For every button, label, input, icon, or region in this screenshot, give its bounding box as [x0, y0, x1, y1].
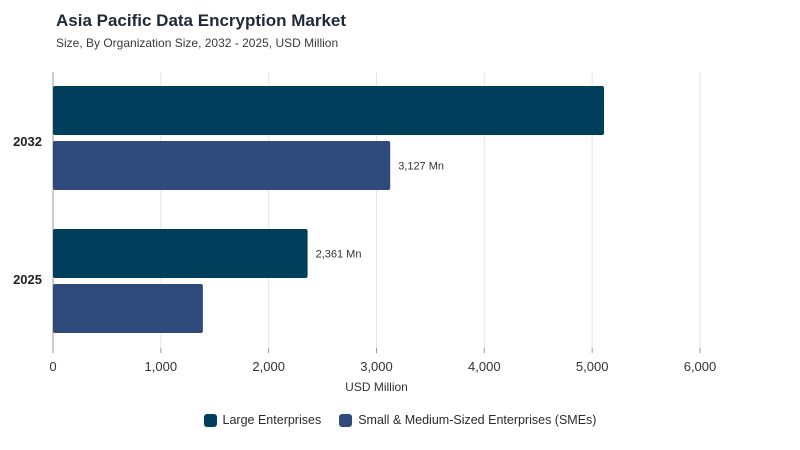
chart-title: Asia Pacific Data Encryption Market [56, 11, 347, 30]
legend-item-smes: Small & Medium-Sized Enterprises (SMEs) [339, 413, 596, 427]
y-category-label: 2032 [13, 134, 42, 149]
y-category-label: 2025 [13, 272, 42, 287]
x-tick-label: 3,000 [360, 359, 393, 374]
chart-legend: Large Enterprises Small & Medium-Sized E… [0, 413, 800, 427]
legend-label-large-enterprises: Large Enterprises [222, 413, 322, 427]
data-label: 3,127 Mn [398, 161, 444, 173]
x-tick-label: 1,000 [145, 359, 178, 374]
bar [53, 284, 203, 333]
bar [53, 229, 308, 278]
legend-item-large-enterprises: Large Enterprises [203, 413, 322, 427]
x-tick-label: 4,000 [468, 359, 501, 374]
x-axis-title: USD Million [345, 380, 408, 394]
bar [53, 141, 391, 190]
data-label: 2,361 Mn [316, 249, 362, 261]
bar [53, 86, 605, 135]
legend-swatch-large-enterprises [203, 413, 217, 427]
x-tick-label: 6,000 [684, 359, 717, 374]
legend-swatch-smes [339, 413, 353, 427]
chart-subtitle: Size, By Organization Size, 2032 - 2025,… [56, 36, 339, 50]
x-tick-label: 5,000 [576, 359, 609, 374]
legend-label-smes: Small & Medium-Sized Enterprises (SMEs) [358, 413, 597, 427]
x-tick-label: 2,000 [252, 359, 285, 374]
x-tick-label: 0 [49, 359, 56, 374]
bar-chart: 0 1,000 2,000 3,000 4,000 5,000 6,000 USD Milli… [13, 72, 717, 394]
